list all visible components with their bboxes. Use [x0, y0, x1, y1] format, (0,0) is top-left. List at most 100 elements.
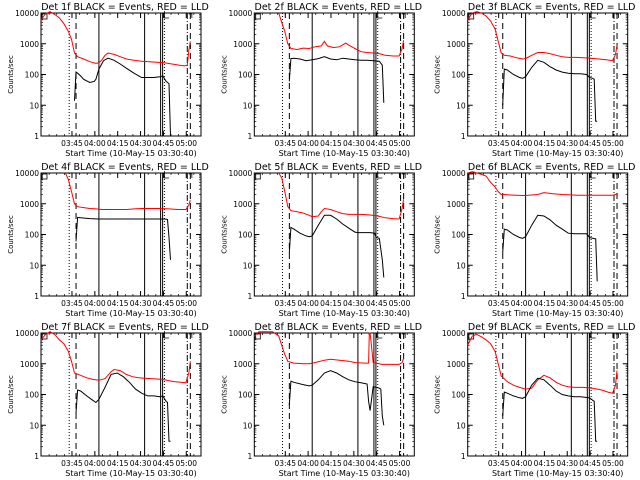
y-tick-label: 1: [461, 292, 466, 301]
marker-bracket-end: [615, 333, 619, 338]
x-tick-label: 04:15: [107, 459, 129, 468]
series-events: [74, 57, 171, 137]
plot-frame: [253, 12, 415, 137]
marker-bracket-end: [188, 173, 193, 178]
x-axis-label: Start Time (10-May-15 03:30:40): [279, 149, 410, 158]
x-axis-label: Start Time (10-May-15 03:30:40): [492, 149, 623, 158]
marker-bracket-end: [402, 333, 406, 338]
x-tick-label: 05:00: [175, 459, 197, 468]
x-tick-label: 04:30: [130, 299, 152, 308]
x-tick-label: 04:00: [84, 139, 106, 148]
x-tick-label: 03:45: [61, 299, 83, 308]
plot-frame: [40, 172, 202, 297]
x-tick-label: 03:45: [274, 299, 296, 308]
x-tick-label: 04:15: [534, 459, 556, 468]
y-tick-label: 100: [25, 391, 40, 400]
x-tick-label: 04:00: [511, 299, 533, 308]
y-tick-label: 10000: [228, 9, 252, 18]
x-axis-label: Start Time (10-May-15 03:30:40): [65, 469, 196, 478]
y-axis-label: Counts/sec: [7, 215, 15, 254]
x-tick-label: 05:00: [389, 299, 411, 308]
marker-bracket: [590, 171, 596, 179]
series-events: [502, 377, 598, 442]
y-tick-label: 1000: [233, 360, 252, 369]
x-tick-label: 04:45: [153, 139, 175, 148]
x-tick-label: 05:00: [602, 299, 624, 308]
y-tick-label: 100: [451, 71, 466, 80]
x-tick-label: 05:00: [602, 139, 624, 148]
y-tick-label: 10: [456, 101, 466, 110]
marker-box-start: [254, 173, 261, 180]
marker-bracket-end: [615, 13, 619, 18]
series-lld: [253, 331, 405, 365]
x-tick-label: 04:15: [534, 139, 556, 148]
panel-title: Det 5f BLACK = Events, RED = LLD: [255, 162, 423, 173]
x-axis-label: Start Time (10-May-15 03:30:40): [279, 309, 410, 318]
y-tick-label: 10: [29, 261, 39, 270]
y-tick-label: 10000: [15, 329, 39, 338]
x-tick-label: 03:45: [488, 459, 510, 468]
y-tick-label: 100: [25, 231, 40, 240]
x-tick-label: 04:45: [579, 139, 601, 148]
y-axis-label: Counts/sec: [220, 55, 228, 94]
marker-bracket: [164, 331, 169, 339]
y-axis-label: Counts/sec: [434, 375, 442, 414]
series-lld: [278, 172, 405, 220]
x-tick-label: 03:45: [488, 139, 510, 148]
series-lld: [40, 331, 191, 384]
y-tick-label: 10000: [442, 9, 466, 18]
x-tick-label: 04:45: [579, 299, 601, 308]
y-tick-label: 100: [238, 231, 253, 240]
y-tick-label: 1: [248, 292, 253, 301]
marker-bracket-end: [615, 173, 619, 178]
x-tick-label: 04:15: [320, 139, 342, 148]
y-axis-label: Counts/sec: [7, 375, 15, 414]
x-tick-label: 03:45: [61, 139, 83, 148]
marker-bracket: [164, 11, 169, 19]
marker-box-start: [41, 13, 48, 20]
plot-frame: [467, 12, 629, 137]
y-tick-label: 1: [34, 452, 39, 461]
marker-box-start: [41, 333, 48, 340]
y-tick-label: 1000: [447, 200, 466, 209]
x-tick-label: 04:15: [107, 139, 129, 148]
series-lld: [467, 171, 618, 197]
marker-bracket-end: [188, 333, 193, 338]
panel-det-7: Det 7f BLACK = Events, RED = LLD Counts/s…: [7, 322, 209, 478]
y-tick-label: 1000: [20, 40, 39, 49]
x-axis-label: Start Time (10-May-15 03:30:40): [279, 469, 410, 478]
x-tick-label: 04:30: [556, 139, 578, 148]
plot-frame: [253, 172, 415, 297]
x-axis-label: Start Time (10-May-15 03:30:40): [492, 469, 623, 478]
x-tick-label: 05:00: [175, 139, 197, 148]
panel-title: Det 8f BLACK = Events, RED = LLD: [255, 322, 423, 333]
x-tick-label: 05:00: [175, 299, 197, 308]
y-tick-label: 100: [451, 231, 466, 240]
plot-frame: [40, 332, 202, 457]
series-lld: [278, 12, 405, 57]
y-tick-label: 10: [29, 421, 39, 430]
panel-title: Det 3f BLACK = Events, RED = LLD: [468, 2, 636, 13]
y-tick-label: 1: [461, 132, 466, 141]
x-tick-label: 04:30: [556, 299, 578, 308]
panel-title: Det 2f BLACK = Events, RED = LLD: [255, 2, 423, 13]
y-tick-label: 100: [25, 71, 40, 80]
x-tick-label: 04:00: [297, 139, 319, 148]
marker-bracket-end: [188, 13, 193, 18]
y-tick-label: 10: [243, 261, 253, 270]
marker-bracket: [377, 11, 383, 19]
x-tick-label: 04:00: [84, 459, 106, 468]
y-tick-label: 1: [248, 452, 253, 461]
marker-bracket: [377, 171, 383, 179]
marker-bracket-end: [402, 13, 406, 18]
x-tick-label: 04:30: [343, 299, 365, 308]
panel-title: Det 9f BLACK = Events, RED = LLD: [468, 322, 636, 333]
x-tick-label: 04:45: [366, 459, 388, 468]
x-axis-label: Start Time (10-May-15 03:30:40): [492, 309, 623, 318]
series-events: [75, 216, 171, 260]
y-tick-label: 1000: [447, 360, 466, 369]
panel-det-4: Det 4f BLACK = Events, RED = LLD Counts/s…: [7, 162, 209, 318]
y-tick-label: 1000: [233, 200, 252, 209]
x-tick-label: 04:45: [153, 459, 175, 468]
